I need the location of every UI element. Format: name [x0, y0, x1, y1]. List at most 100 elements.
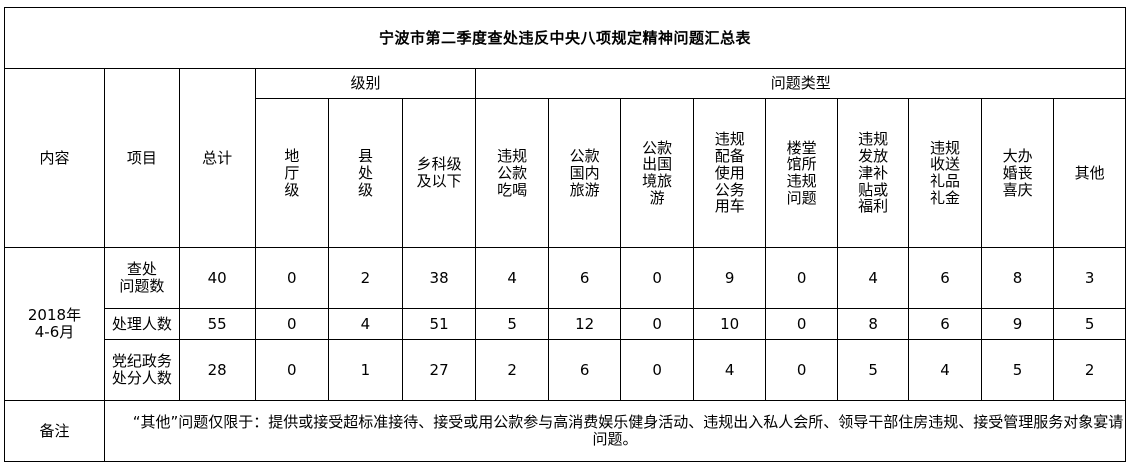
- table-row: 处理人数 55 0 4 51 5 12 0 10 0 8 6 9 5: [5, 308, 1126, 341]
- group-header-level: 级别: [254, 68, 477, 99]
- cell-level-1: 2: [328, 247, 403, 310]
- row-label-line: 处分人数: [111, 369, 172, 388]
- header-line: 公款: [642, 138, 673, 157]
- cell-problem-6: 4: [908, 339, 982, 402]
- cell-problem-1: 6: [547, 339, 622, 402]
- header-line: 福利: [858, 197, 889, 216]
- header-item: 项目: [103, 67, 180, 249]
- header-line: 出国: [642, 155, 673, 174]
- period-line: 4-6月: [34, 323, 75, 342]
- header-line: 境旅: [642, 172, 673, 191]
- cell-problem-1: 6: [547, 247, 622, 310]
- header-line: 违规: [786, 172, 817, 191]
- cell-level-2: 27: [401, 339, 477, 402]
- title-row: 宁波市第二季度查处违反中央八项规定精神问题汇总表: [4, 7, 1126, 69]
- header-line: 处: [357, 163, 373, 182]
- header-line: 国内: [569, 163, 600, 182]
- period-label: 2018年 4-6月: [4, 247, 105, 402]
- header-line: 游: [649, 188, 665, 207]
- cell-problem-4: 0: [765, 339, 838, 402]
- cell-problem-3: 10: [692, 308, 767, 341]
- cell-problem-7: 5: [980, 339, 1055, 402]
- cell-problem-1: 12: [547, 308, 622, 341]
- cell-problem-2: 0: [620, 339, 694, 402]
- cell-problem-4: 0: [765, 247, 838, 310]
- header-problem-9: 其他: [1053, 97, 1126, 249]
- header-line: 级: [357, 180, 373, 199]
- row-label-line: 问题数: [119, 277, 165, 296]
- header-problem-3: 公款 出国 境旅 游: [620, 97, 694, 249]
- cell-level-0: 0: [254, 339, 330, 402]
- header-line: 公款: [569, 146, 600, 165]
- row-label-line: 处理人数: [111, 314, 172, 333]
- header-problem-4: 违规 配备 使用 公务 用车: [692, 97, 767, 249]
- cell-problem-8: 3: [1053, 247, 1126, 310]
- summary-table-sheet: 宁波市第二季度查处违反中央八项规定精神问题汇总表 内容 项目 总计 级别 问题类…: [4, 7, 1127, 462]
- column-header-row: 地 厅 级 县 处 级 乡科级 及以下 违规: [5, 97, 1126, 249]
- header-line: 违规: [858, 130, 889, 149]
- cell-problem-6: 6: [908, 308, 982, 341]
- cell-problem-5: 5: [836, 339, 910, 402]
- cell-level-2: 51: [401, 308, 477, 341]
- header-line: 级: [284, 180, 300, 199]
- header-problem-6: 违规 发放 津补 贴或 福利: [836, 97, 910, 249]
- header-line: 贴或: [858, 180, 889, 199]
- cell-problem-0: 4: [475, 247, 549, 310]
- cell-level-0: 0: [254, 308, 330, 341]
- header-line: 旅游: [569, 180, 600, 199]
- header-line: 乡科级: [416, 155, 462, 174]
- header-line: 喜庆: [1002, 180, 1033, 199]
- row-label-line: 查处: [126, 260, 157, 279]
- header-line: 收送: [930, 155, 961, 174]
- page-title: 宁波市第二季度查处违反中央八项规定精神问题汇总表: [4, 7, 1126, 69]
- table-row: 党纪政务 处分人数 28 0 1 27 2 6 0 4 0 5 4 5 2: [5, 339, 1126, 402]
- header-line: 公务: [714, 180, 745, 199]
- row-label-0: 查处 问题数: [103, 247, 180, 310]
- header-line: 及以下: [416, 172, 462, 191]
- header-line: 吃喝: [497, 180, 528, 199]
- table-row: 2018年 4-6月 查处 问题数 40 0 2 38 4 6 0 9 0 4 …: [4, 247, 1126, 402]
- cell-total: 40: [178, 247, 256, 310]
- cell-problem-2: 0: [620, 247, 694, 310]
- header-problem-7: 违规 收送 礼品 礼金: [908, 97, 982, 249]
- header-problem-5: 楼堂 馆所 违规 问题: [765, 97, 838, 249]
- cell-problem-4: 0: [765, 308, 838, 341]
- header-problem-1: 违规 公款 吃喝: [475, 97, 549, 249]
- header-line: 违规: [714, 130, 745, 149]
- header-problem-8: 大办 婚丧 喜庆: [980, 97, 1055, 249]
- cell-level-1: 4: [328, 308, 403, 341]
- cell-level-0: 0: [254, 247, 330, 310]
- header-line: 厅: [284, 163, 300, 182]
- header-line: 违规: [497, 146, 528, 165]
- header-line: 用车: [714, 197, 745, 216]
- period-line: 2018年: [27, 306, 82, 325]
- cell-problem-7: 8: [980, 247, 1055, 310]
- cell-problem-0: 2: [475, 339, 549, 402]
- cell-problem-0: 5: [475, 308, 549, 341]
- header-line: 津补: [858, 163, 889, 182]
- cell-problem-5: 8: [836, 308, 910, 341]
- header-content: 内容: [4, 67, 105, 249]
- header-line: 礼金: [930, 188, 961, 207]
- cell-problem-7: 9: [980, 308, 1055, 341]
- cell-problem-8: 2: [1053, 339, 1126, 402]
- cell-problem-8: 5: [1053, 308, 1126, 341]
- header-line: 楼堂: [786, 138, 817, 157]
- remark-label: 备注: [4, 400, 105, 462]
- cell-level-1: 1: [328, 339, 403, 402]
- footer-row: 备注 “其他”问题仅限于：提供或接受超标准接待、接受或用公款参与高消费娱乐健身活…: [4, 400, 1127, 462]
- header-level-xianchu: 县 处 级: [328, 97, 403, 249]
- group-header-problem-type: 问题类型: [475, 68, 1126, 99]
- header-level-xiangke: 乡科级 及以下: [401, 97, 477, 249]
- header-line: 问题: [786, 188, 817, 207]
- header-line: 使用: [714, 163, 745, 182]
- summary-table: 宁波市第二季度查处违反中央八项规定精神问题汇总表 内容 项目 总计 级别 问题类…: [4, 7, 1127, 462]
- header-line: 婚丧: [1002, 163, 1033, 182]
- header-line: 发放: [858, 146, 889, 165]
- cell-problem-5: 4: [836, 247, 910, 310]
- remark-text: “其他”问题仅限于：提供或接受超标准接待、接受或用公款参与高消费娱乐健身活动、违…: [103, 400, 1127, 462]
- header-line: 地: [284, 146, 300, 165]
- header-line: 馆所: [786, 155, 817, 174]
- cell-problem-2: 0: [620, 308, 694, 341]
- cell-total: 28: [178, 339, 256, 402]
